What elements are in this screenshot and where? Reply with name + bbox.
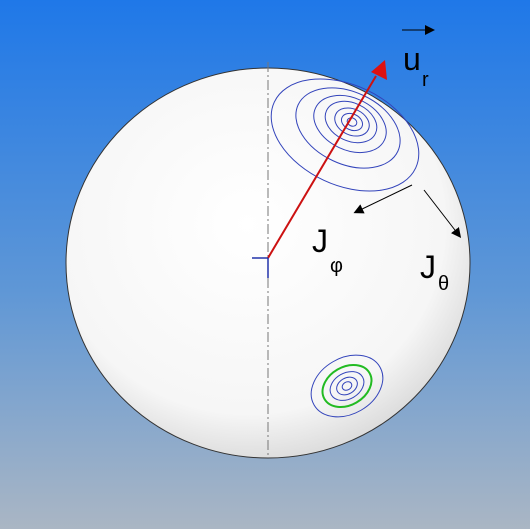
label-sub: r <box>422 69 429 91</box>
label-main: J <box>420 249 436 285</box>
origin-marker <box>252 257 269 278</box>
j-theta-arrow <box>423 189 462 238</box>
label-main: J <box>312 223 328 259</box>
radial-arrowhead <box>371 60 387 80</box>
j-phi-arrow <box>353 184 413 214</box>
label-main: u <box>403 41 421 77</box>
contours-bottom <box>310 354 384 418</box>
label-sub: φ <box>330 255 343 277</box>
label-sub: θ <box>438 273 449 295</box>
radial-vector <box>267 75 377 259</box>
